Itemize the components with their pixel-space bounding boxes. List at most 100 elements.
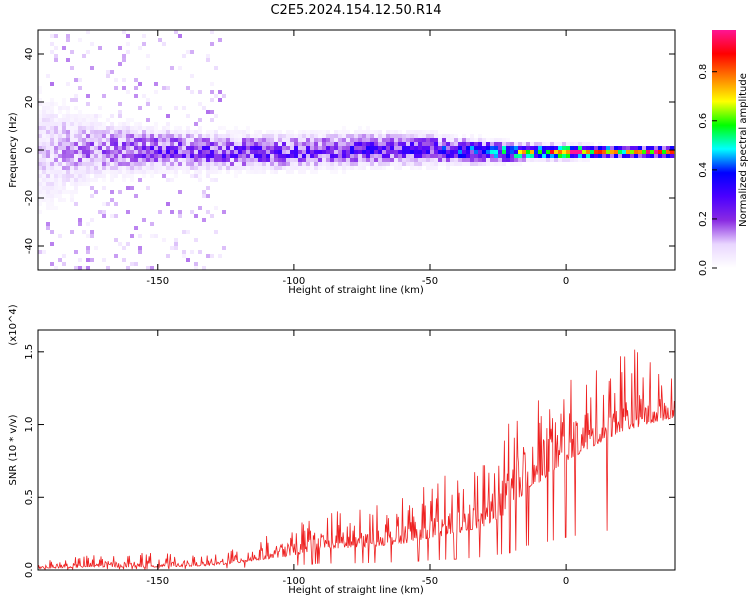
spectrogram-cell bbox=[290, 162, 294, 166]
spectrogram-cell bbox=[166, 138, 170, 142]
spectrogram-cell bbox=[418, 154, 422, 158]
spectrogram-cell bbox=[126, 146, 130, 150]
spectrogram-cell bbox=[322, 134, 326, 138]
spectrogram-cell bbox=[290, 150, 294, 154]
spectrogram-cell bbox=[194, 134, 198, 138]
spectrogram-cell bbox=[198, 150, 202, 154]
spectrogram-cell bbox=[362, 138, 366, 142]
spectrogram-cell bbox=[330, 142, 334, 146]
spectrogram-cell bbox=[234, 126, 238, 130]
spectrogram-cell bbox=[54, 166, 58, 170]
spectrogram-cell bbox=[430, 150, 434, 154]
spectrogram-cell bbox=[74, 78, 78, 82]
spectrogram-cell bbox=[58, 130, 62, 134]
spectrogram-cell bbox=[490, 162, 494, 166]
spectrogram-cell bbox=[102, 202, 106, 206]
spectrogram-cell bbox=[38, 134, 42, 138]
spectrogram-cell bbox=[398, 154, 402, 158]
spectrogram-cell bbox=[462, 162, 466, 166]
spectrogram-cell bbox=[522, 146, 526, 150]
spectrogram-cell bbox=[146, 166, 150, 170]
spectrogram-cell bbox=[550, 146, 554, 150]
spectrogram-cell bbox=[202, 150, 206, 154]
spectrogram-cell bbox=[410, 146, 414, 150]
spectrogram-cell bbox=[522, 150, 526, 154]
spectrogram-cell bbox=[586, 150, 590, 154]
spectrogram-cell bbox=[182, 130, 186, 134]
spectrogram-cell bbox=[90, 234, 94, 238]
spectrogram-cell bbox=[86, 134, 90, 138]
spectrogram-cell bbox=[158, 130, 162, 134]
spectrogram-y-tick-label: 40 bbox=[24, 48, 35, 61]
spectrogram-cell bbox=[618, 154, 622, 158]
spectrogram-cell bbox=[286, 134, 290, 138]
spectrogram-cell bbox=[542, 158, 546, 162]
spectrogram-cell bbox=[258, 150, 262, 154]
spectrogram-cell bbox=[274, 166, 278, 170]
spectrogram-cell bbox=[146, 98, 150, 102]
spectrogram-cell bbox=[58, 190, 62, 194]
spectrogram-cell bbox=[222, 166, 226, 170]
spectrogram-cell bbox=[210, 150, 214, 154]
spectrogram-cell bbox=[550, 154, 554, 158]
spectrogram-cell bbox=[346, 162, 350, 166]
spectrogram-cell bbox=[50, 110, 54, 114]
spectrogram-cell bbox=[514, 154, 518, 158]
spectrogram-cell bbox=[398, 162, 402, 166]
spectrogram-cell bbox=[498, 154, 502, 158]
spectrogram-cell bbox=[82, 122, 86, 126]
spectrogram-cell bbox=[122, 166, 126, 170]
spectrogram-cell bbox=[406, 162, 410, 166]
spectrogram-cell bbox=[354, 162, 358, 166]
spectrogram-cell bbox=[670, 146, 674, 150]
spectrogram-cell bbox=[130, 166, 134, 170]
spectrogram-cell bbox=[274, 154, 278, 158]
spectrogram-cell bbox=[110, 198, 114, 202]
spectrogram-cell bbox=[98, 166, 102, 170]
spectrogram-cell bbox=[478, 142, 482, 146]
spectrogram-cell bbox=[226, 170, 230, 174]
spectrogram-cell bbox=[358, 162, 362, 166]
spectrogram-cell bbox=[382, 154, 386, 158]
spectrogram-cell bbox=[482, 158, 486, 162]
spectrogram-cell bbox=[430, 166, 434, 170]
spectrogram-cell bbox=[482, 146, 486, 150]
spectrogram-cell bbox=[158, 158, 162, 162]
spectrogram-cell bbox=[490, 150, 494, 154]
spectrogram-cell bbox=[38, 122, 42, 126]
spectrogram-cell bbox=[366, 150, 370, 154]
spectrogram-cell bbox=[442, 142, 446, 146]
spectrogram-cell bbox=[278, 166, 282, 170]
spectrogram-cell bbox=[126, 242, 130, 246]
spectrogram-cell bbox=[162, 138, 166, 142]
spectrogram-cell bbox=[374, 142, 378, 146]
spectrogram-cell bbox=[182, 142, 186, 146]
spectrogram-cell bbox=[450, 158, 454, 162]
spectrogram-cell bbox=[46, 134, 50, 138]
spectrogram-cell bbox=[354, 158, 358, 162]
spectrogram-cell bbox=[78, 266, 82, 270]
spectrogram-cell bbox=[430, 162, 434, 166]
spectrogram-cell bbox=[190, 250, 194, 254]
spectrogram-cell bbox=[394, 162, 398, 166]
spectrogram-cell bbox=[58, 154, 62, 158]
spectrogram-cell bbox=[342, 130, 346, 134]
spectrogram-cell bbox=[506, 150, 510, 154]
spectrogram-cell bbox=[102, 146, 106, 150]
spectrogram-cell bbox=[214, 134, 218, 138]
spectrogram-cell bbox=[170, 246, 174, 250]
snr-ticks: -150 -100 -50 00.00.51.01.5 bbox=[24, 330, 675, 587]
spectrogram-cell bbox=[534, 150, 538, 154]
spectrogram-cell bbox=[302, 150, 306, 154]
spectrogram-cell bbox=[570, 142, 574, 146]
spectrogram-cell bbox=[70, 182, 74, 186]
spectrogram-cell bbox=[310, 146, 314, 150]
spectrogram-cell bbox=[206, 254, 210, 258]
spectrogram-cell bbox=[182, 250, 186, 254]
spectrogram-cell bbox=[638, 146, 642, 150]
spectrogram-cell bbox=[290, 158, 294, 162]
spectrogram-cell bbox=[450, 138, 454, 142]
spectrogram-cell bbox=[46, 126, 50, 130]
spectrogram-cell bbox=[262, 134, 266, 138]
spectrogram-cell bbox=[294, 138, 298, 142]
